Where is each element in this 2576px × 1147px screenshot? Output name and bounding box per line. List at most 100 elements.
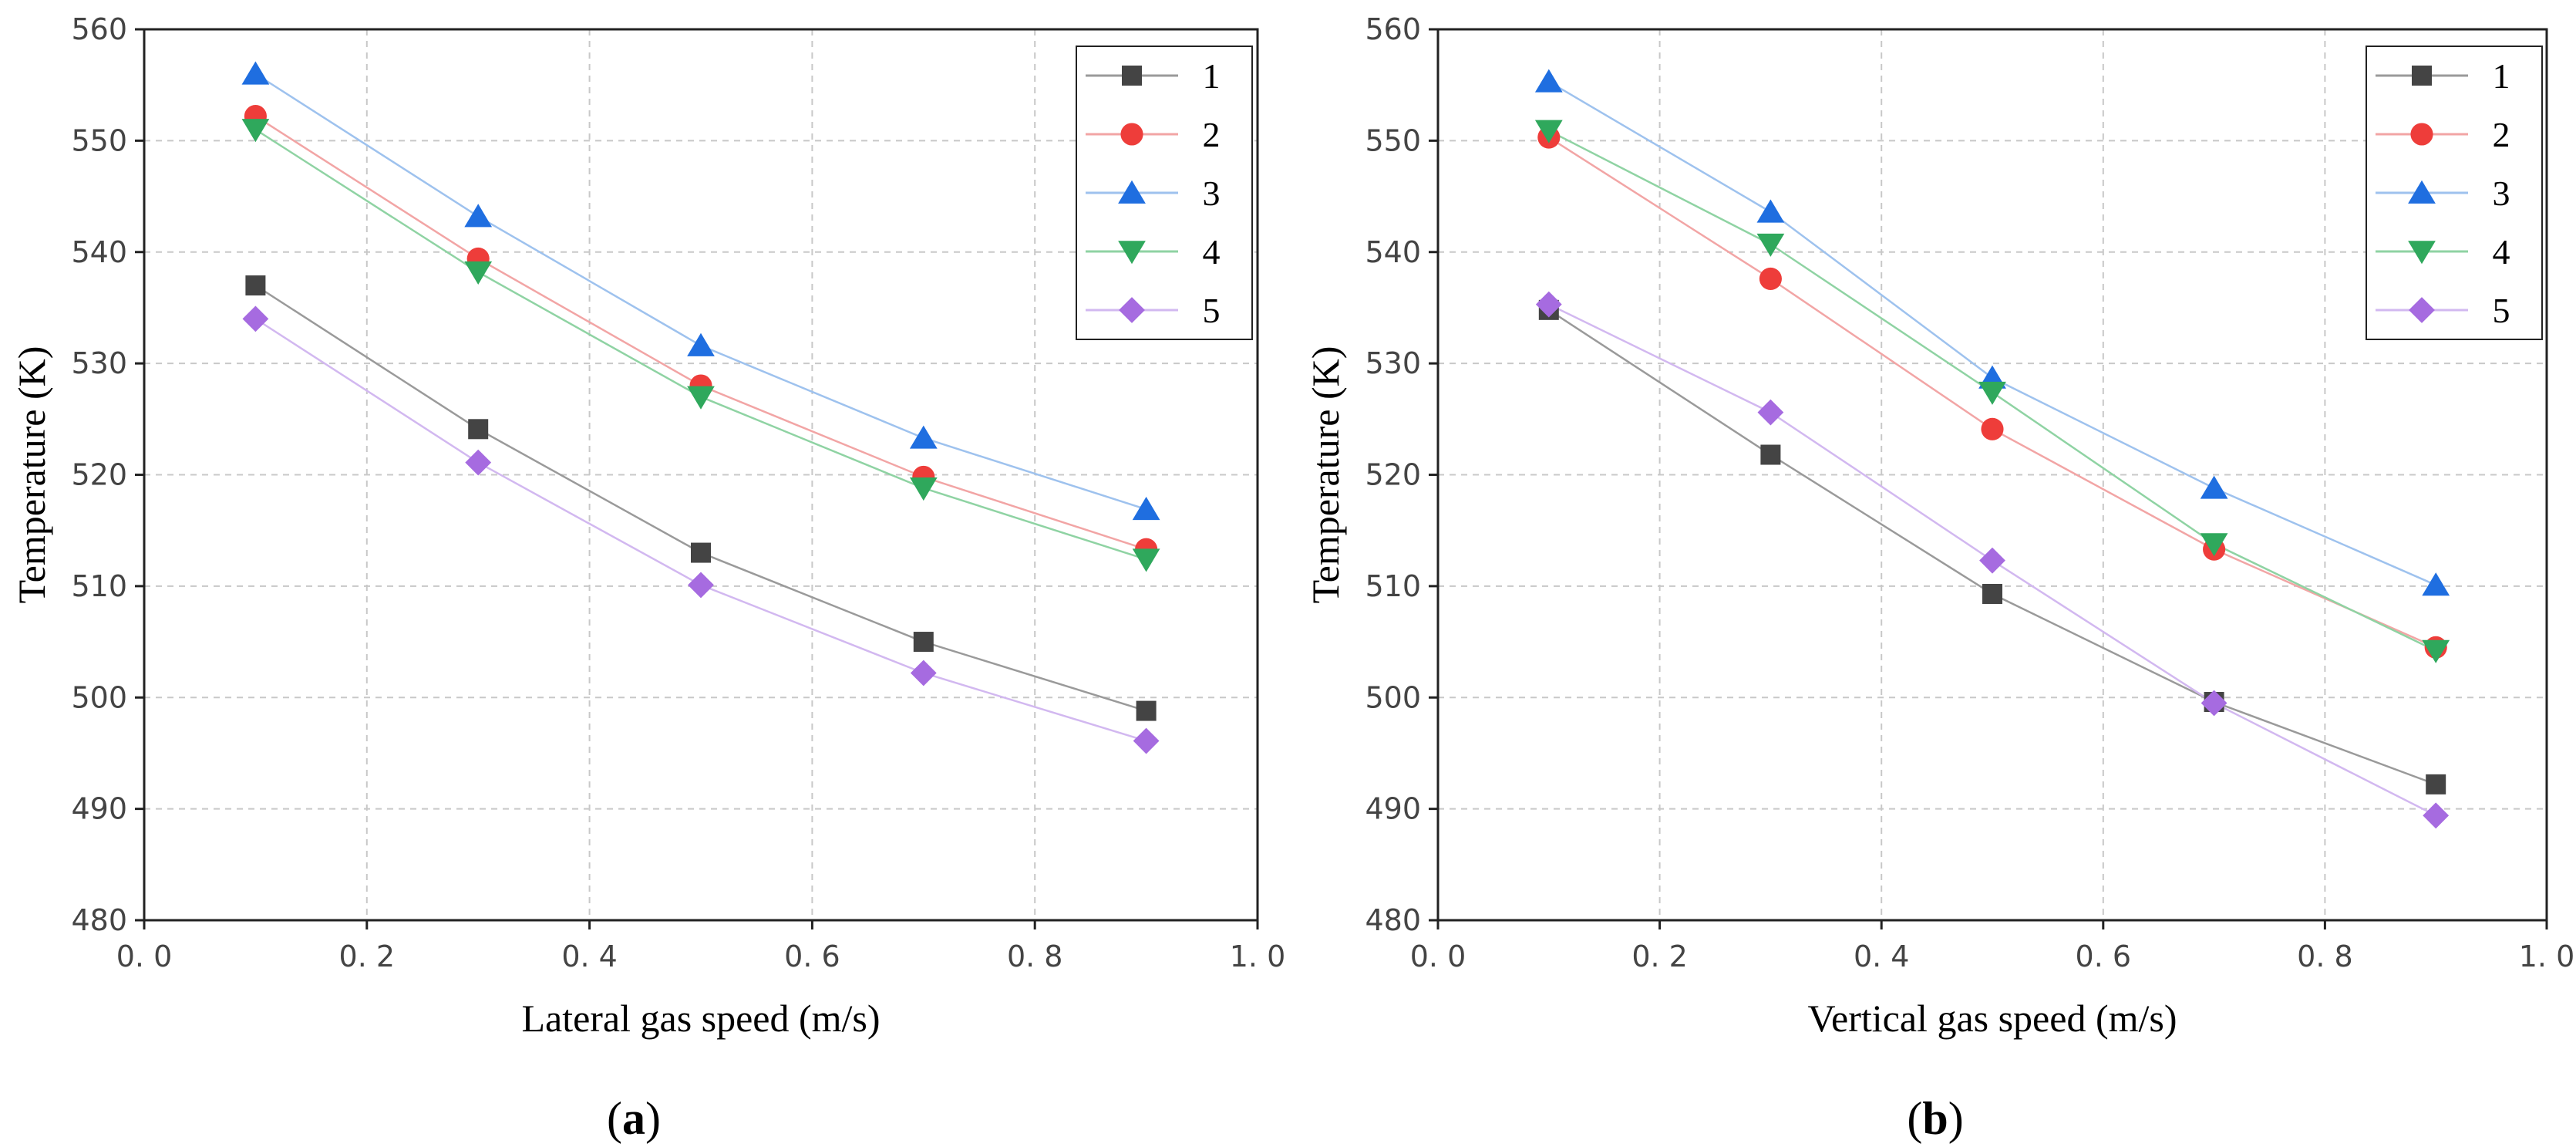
legend-label-4: 4 [1203, 232, 1221, 272]
y-tick-label: 490 [1365, 792, 1421, 826]
data-point-series-5 [1133, 727, 1160, 754]
panel-label-close: ) [645, 1093, 661, 1144]
data-point-series-5 [1979, 547, 2005, 574]
x-tick-label: 0. 2 [339, 940, 396, 973]
y-tick-label: 550 [71, 123, 127, 157]
x-tick-label: 1. 0 [2519, 940, 2575, 973]
y-tick-label: 520 [1365, 458, 1421, 492]
data-point-series-1 [691, 542, 711, 563]
data-point-series-1 [1760, 444, 1781, 465]
x-tick-label: 0. 8 [2297, 940, 2353, 973]
legend-label-2: 2 [1203, 115, 1221, 154]
data-point-series-4 [1756, 233, 1785, 257]
x-axis-title: Vertical gas speed (m/s) [1807, 997, 2177, 1040]
data-point-series-5 [465, 449, 492, 476]
data-point-series-4 [2422, 639, 2450, 663]
y-tick-label: 540 [1365, 235, 1421, 269]
legend-marker-5 [1119, 297, 1145, 323]
y-tick-label: 480 [71, 903, 127, 937]
x-tick-label: 0. 4 [561, 940, 618, 973]
panel-label-letter: a [622, 1093, 645, 1144]
legend-label-5: 5 [2493, 291, 2510, 330]
chart-panel-b: 480 490 500 510 520 530 540 550 560 0. 0 0. 2 0. 4 0… [1304, 12, 2574, 1144]
x-tick-label: 0. 6 [784, 940, 840, 973]
legend-label-2: 2 [2493, 115, 2510, 154]
legend-label-3: 3 [2493, 174, 2510, 213]
legend: 1 2 3 4 5 [2366, 46, 2543, 340]
data-point-series-4 [1978, 381, 2006, 405]
y-axis-title: Temperature (K) [10, 346, 53, 604]
x-tick-label: 0. 0 [1410, 940, 1466, 973]
data-point-series-4 [2200, 533, 2228, 557]
y-tick-label: 520 [71, 458, 127, 492]
series-line-2 [254, 115, 1147, 551]
y-tick-label: 550 [1365, 123, 1421, 157]
x-tick-label: 0. 0 [116, 940, 173, 973]
data-point-series-1 [468, 419, 489, 440]
data-point-series-5 [910, 660, 937, 687]
x-tick-label: 0. 6 [2076, 940, 2132, 973]
legend-label-1: 1 [1203, 56, 1221, 96]
legend-marker-2 [1120, 123, 1143, 146]
y-axis-title: Temperature (K) [1304, 346, 1347, 604]
y-tick-label: 480 [1365, 903, 1421, 937]
data-point-series-3 [1132, 497, 1160, 521]
panel-label-open: ( [607, 1093, 622, 1144]
x-tick-label: 0. 4 [1854, 940, 1910, 973]
data-point-series-4 [687, 386, 715, 410]
y-tick-label: 530 [71, 346, 127, 380]
data-point-series-1 [1982, 583, 2002, 604]
x-tick-label: 1. 0 [1230, 940, 1286, 973]
legend-marker-2 [2410, 123, 2433, 146]
data-point-series-3 [2422, 572, 2450, 596]
legend-label-3: 3 [1203, 174, 1221, 213]
y-tick-label: 510 [71, 569, 127, 603]
data-point-series-3 [241, 61, 270, 85]
data-point-series-2 [1981, 417, 2004, 440]
y-tick-label: 560 [71, 12, 127, 46]
data-point-series-1 [245, 275, 266, 296]
y-tick-label: 540 [71, 235, 127, 269]
data-point-series-4 [909, 477, 938, 501]
panel-label-letter: b [1922, 1093, 1948, 1144]
data-point-series-5 [1535, 291, 1562, 318]
data-point-series-1 [913, 632, 934, 653]
panel-label-close: ) [1948, 1093, 1964, 1144]
data-point-series-3 [687, 332, 715, 356]
data-point-series-1 [2426, 774, 2446, 794]
data-point-series-4 [241, 119, 270, 143]
panel-label-open: ( [1907, 1093, 1922, 1144]
x-tick-label: 0. 2 [1631, 940, 1688, 973]
data-point-series-5 [2423, 802, 2450, 829]
series-line-3 [254, 73, 1147, 511]
legend-marker-1 [2412, 66, 2432, 86]
y-tick-label: 490 [71, 792, 127, 826]
panel-label: (a) [607, 1093, 661, 1144]
legend-label-1: 1 [2493, 56, 2510, 96]
data-point-series-4 [1132, 548, 1160, 572]
data-point-series-5 [688, 572, 714, 599]
data-point-series-5 [242, 305, 269, 332]
legend-marker-4 [2408, 241, 2436, 265]
y-tick-label: 560 [1365, 12, 1421, 46]
data-point-series-1 [1136, 700, 1157, 721]
series-line-3 [1548, 80, 2436, 586]
legend-marker-4 [1118, 241, 1146, 265]
legend-marker-5 [2409, 297, 2435, 323]
data-point-series-5 [2201, 690, 2227, 717]
data-point-series-3 [1534, 69, 1563, 93]
chart-panel-a: 480 490 500 510 520 530 540 550 560 0. 0 0. 2 0. 4 0… [10, 12, 1285, 1144]
data-point-series-4 [464, 261, 493, 285]
data-point-series-3 [1756, 199, 1785, 223]
legend-marker-1 [1122, 66, 1142, 86]
y-tick-label: 500 [71, 680, 127, 714]
y-tick-label: 500 [1365, 680, 1421, 714]
legend-label-5: 5 [1203, 291, 1221, 330]
legend-label-4: 4 [2493, 232, 2510, 272]
legend: 1 2 3 4 5 [1076, 46, 1253, 340]
legend-marker-3 [2408, 180, 2436, 204]
data-point-series-5 [1757, 399, 1784, 426]
data-point-series-3 [464, 204, 493, 228]
data-point-series-4 [1534, 120, 1563, 143]
